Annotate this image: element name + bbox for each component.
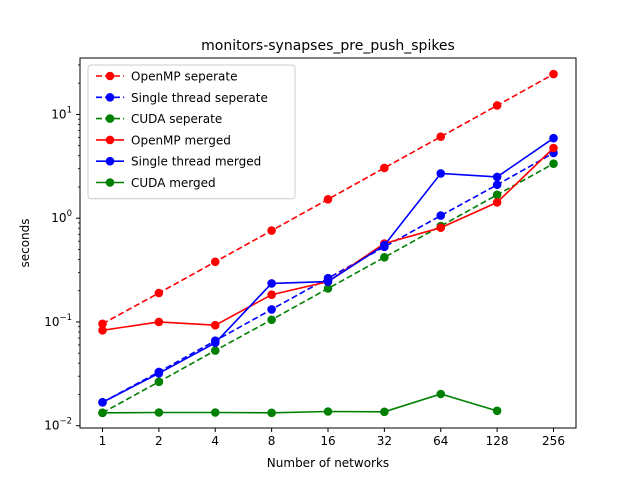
x-tick-label: 16 bbox=[320, 434, 335, 448]
data-point bbox=[380, 407, 389, 417]
legend-item: Single thread seperate bbox=[96, 91, 268, 105]
data-point bbox=[436, 132, 446, 142]
data-point bbox=[154, 317, 164, 327]
legend-label: CUDA seperate bbox=[131, 112, 222, 126]
data-point bbox=[154, 377, 164, 387]
data-point bbox=[210, 320, 220, 330]
data-point bbox=[323, 284, 333, 293]
legend-marker bbox=[105, 114, 115, 123]
data-point bbox=[267, 408, 276, 418]
legend-label: OpenMP seperate bbox=[131, 70, 237, 84]
y-tick-label: 10−1 bbox=[44, 313, 72, 329]
legend-item: CUDA seperate bbox=[96, 112, 222, 126]
data-point bbox=[210, 257, 220, 267]
legend-item: CUDA merged bbox=[96, 176, 216, 190]
data-point bbox=[210, 346, 220, 355]
series-0 bbox=[98, 69, 558, 329]
data-point bbox=[267, 315, 276, 325]
data-point bbox=[492, 172, 502, 182]
data-point bbox=[154, 288, 164, 298]
legend-item: Single thread merged bbox=[96, 155, 261, 169]
data-point bbox=[436, 211, 446, 220]
legend-box bbox=[87, 64, 296, 200]
series-line bbox=[102, 393, 498, 414]
legend-label: Single thread merged bbox=[131, 155, 261, 169]
data-point bbox=[492, 198, 502, 207]
x-tick-label: 2 bbox=[155, 434, 163, 448]
legend-marker bbox=[105, 93, 115, 102]
data-point bbox=[436, 389, 446, 399]
data-point bbox=[380, 163, 389, 173]
legend-marker bbox=[105, 135, 115, 145]
legend-item: OpenMP seperate bbox=[96, 70, 237, 84]
data-point bbox=[436, 169, 446, 178]
y-axis-label: seconds bbox=[18, 218, 32, 267]
data-point bbox=[549, 133, 558, 143]
x-tick-label: 128 bbox=[486, 434, 509, 448]
legend-item: OpenMP merged bbox=[96, 133, 231, 147]
legend-label: Single thread seperate bbox=[131, 91, 268, 105]
data-point bbox=[323, 277, 333, 286]
data-point bbox=[98, 319, 107, 329]
legend-label: OpenMP merged bbox=[131, 133, 231, 147]
data-point bbox=[154, 368, 164, 378]
x-tick-label: 64 bbox=[433, 434, 448, 448]
data-point bbox=[98, 408, 107, 418]
series-4 bbox=[98, 133, 558, 407]
x-tick-label: 256 bbox=[542, 434, 565, 448]
data-point bbox=[549, 159, 558, 169]
data-point bbox=[323, 195, 333, 204]
data-point bbox=[210, 338, 220, 348]
x-tick-label: 32 bbox=[377, 434, 392, 448]
data-point bbox=[549, 143, 558, 153]
y-tick-label: 10−2 bbox=[44, 417, 72, 433]
data-point bbox=[98, 398, 107, 407]
legend-marker bbox=[105, 178, 115, 187]
data-point bbox=[267, 279, 276, 288]
data-point bbox=[323, 407, 333, 416]
legend-marker bbox=[105, 156, 115, 166]
data-point bbox=[492, 180, 502, 190]
y-tick-label: 100 bbox=[51, 209, 72, 225]
data-point bbox=[492, 190, 502, 200]
data-point bbox=[210, 408, 220, 417]
data-point bbox=[267, 290, 276, 300]
data-point bbox=[267, 226, 276, 235]
data-point bbox=[492, 406, 502, 416]
data-point bbox=[98, 326, 107, 335]
plot-marks bbox=[98, 69, 558, 418]
data-point bbox=[436, 223, 446, 232]
x-axis: 1 2 4 8 16 32 64 128 256 bbox=[99, 428, 565, 448]
legend-label: CUDA merged bbox=[131, 176, 216, 190]
legend: OpenMP seperate Single thread seperate CUD… bbox=[87, 64, 296, 200]
data-point bbox=[380, 252, 389, 262]
x-tick-label: 1 bbox=[99, 434, 107, 448]
data-point bbox=[380, 240, 389, 250]
data-point bbox=[267, 305, 276, 314]
y-axis: 10−2 10−1 100 101 bbox=[44, 64, 80, 433]
data-point bbox=[492, 101, 502, 110]
x-tick-label: 4 bbox=[211, 434, 219, 448]
y-tick-label: 101 bbox=[51, 105, 72, 121]
x-axis-label: Number of networks bbox=[267, 456, 389, 470]
x-tick-label: 8 bbox=[268, 434, 276, 448]
series-5 bbox=[98, 389, 502, 418]
data-point bbox=[154, 408, 164, 417]
legend-marker bbox=[105, 71, 115, 81]
data-point bbox=[549, 69, 558, 79]
chart-title: monitors-synapses_pre_push_spikes bbox=[201, 38, 455, 54]
